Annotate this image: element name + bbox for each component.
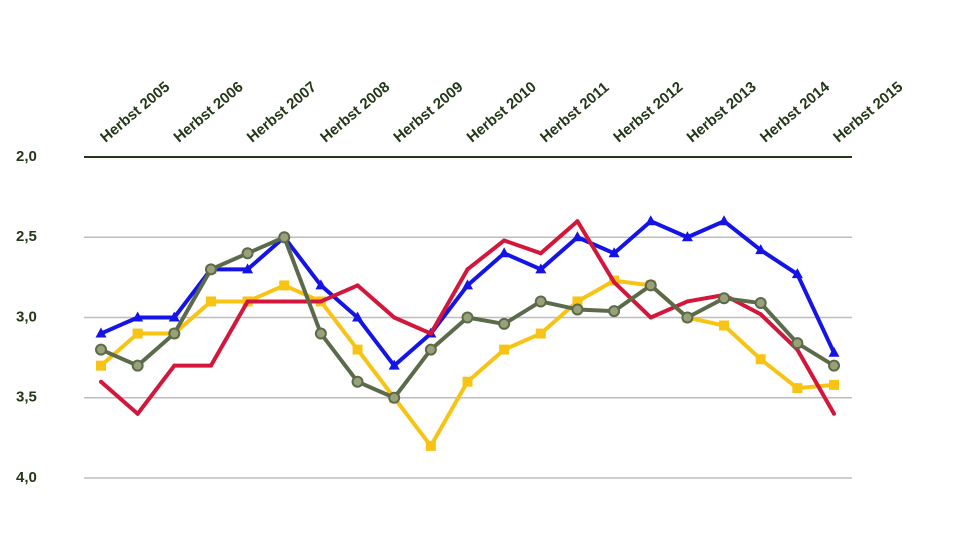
x-tick-label: Herbst 2012 — [610, 78, 686, 146]
point — [392, 315, 397, 320]
point — [461, 311, 474, 324]
point — [132, 328, 143, 339]
point — [462, 376, 473, 387]
point — [828, 359, 840, 372]
point — [718, 292, 731, 305]
x-tick-label: Herbst 2005 — [97, 78, 173, 146]
point — [829, 379, 839, 390]
point — [278, 231, 291, 244]
point — [535, 263, 547, 274]
point — [205, 296, 216, 307]
point — [208, 363, 213, 368]
point — [538, 251, 543, 256]
point — [685, 299, 690, 304]
point — [575, 219, 580, 224]
y-tick-label: 3,5 — [16, 389, 37, 406]
point — [245, 299, 250, 304]
point — [755, 354, 766, 365]
y-tick-label: 4,0 — [16, 469, 37, 486]
y-tick-label: 2,0 — [16, 148, 37, 165]
point — [572, 296, 583, 307]
point — [131, 359, 144, 372]
point — [645, 215, 657, 226]
x-tick-label: Herbst 2014 — [757, 78, 834, 146]
x-tick-label: Herbst 2013 — [684, 78, 760, 146]
point — [172, 363, 177, 368]
point — [96, 360, 106, 371]
y-tick-label: 2,5 — [16, 228, 37, 245]
point — [644, 279, 657, 292]
point — [279, 280, 290, 291]
x-tick-label: Herbst 2011 — [537, 79, 612, 146]
point — [792, 383, 803, 394]
point — [241, 247, 254, 260]
point — [132, 311, 144, 322]
x-tick-label: Herbst 2007 — [244, 78, 320, 146]
point — [204, 263, 217, 276]
point — [571, 303, 584, 316]
point — [832, 411, 836, 416]
point — [828, 346, 840, 357]
point — [499, 344, 510, 355]
point — [388, 391, 401, 404]
x-tick-label: Herbst 2008 — [317, 78, 393, 146]
point — [95, 343, 107, 356]
point — [315, 279, 327, 290]
point — [425, 440, 436, 451]
point — [314, 327, 327, 340]
x-tick-label: Herbst 2006 — [170, 78, 246, 146]
x-tick-label: Herbst 2015 — [830, 78, 906, 146]
point — [791, 337, 804, 350]
x-tick-label: Herbst 2009 — [390, 78, 466, 146]
point — [608, 305, 621, 318]
point — [428, 331, 433, 336]
point — [681, 311, 694, 324]
point — [608, 247, 620, 258]
point — [502, 238, 507, 243]
point — [534, 295, 547, 308]
point — [718, 215, 730, 226]
point — [135, 411, 140, 416]
point — [535, 328, 546, 339]
point — [388, 359, 400, 370]
point — [351, 375, 364, 388]
point — [168, 311, 180, 322]
point — [791, 268, 803, 279]
point — [168, 327, 181, 340]
point — [465, 267, 470, 272]
point — [462, 279, 473, 290]
point — [719, 320, 730, 331]
x-tick-label: Herbst 2010 — [464, 78, 540, 146]
point — [355, 283, 360, 288]
point — [571, 231, 583, 242]
point — [95, 327, 107, 338]
point — [99, 379, 103, 384]
point — [318, 299, 323, 304]
point — [424, 343, 437, 356]
point — [758, 312, 763, 317]
point — [282, 299, 287, 304]
point — [352, 344, 363, 355]
point — [242, 263, 254, 274]
point — [612, 280, 617, 285]
point — [754, 297, 767, 310]
point — [755, 244, 767, 255]
point — [648, 315, 653, 320]
point — [498, 247, 510, 258]
y-tick-label: 3,0 — [16, 308, 37, 325]
point — [681, 231, 693, 242]
point — [498, 317, 511, 330]
point — [352, 311, 364, 322]
